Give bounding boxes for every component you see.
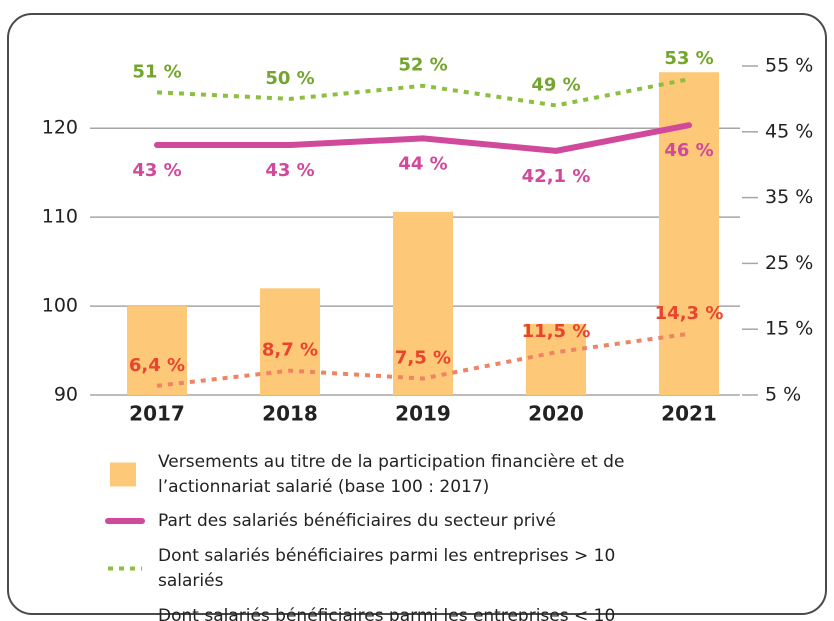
bar bbox=[260, 288, 320, 395]
data-label: 43 % bbox=[265, 160, 314, 181]
legend-swatch bbox=[110, 462, 136, 487]
x-tick-label: 2021 bbox=[661, 402, 717, 426]
legend-line: salariés bbox=[158, 571, 224, 591]
legend-label: Dont salariés bénéficiaires parmi les en… bbox=[158, 606, 615, 621]
x-tick-label: 2019 bbox=[395, 402, 451, 426]
bar bbox=[526, 323, 586, 395]
legend-label: Versements au titre de la participation … bbox=[158, 452, 624, 497]
y2-tick-label: 45 % bbox=[765, 120, 813, 142]
x-tick-label: 2017 bbox=[129, 402, 185, 426]
y2-tick-label: 15 % bbox=[765, 318, 813, 340]
line bbox=[156, 331, 690, 388]
data-label: 8,7 % bbox=[262, 340, 318, 361]
line bbox=[156, 77, 690, 108]
data-label: 6,4 % bbox=[129, 355, 185, 376]
legend-line: Dont salariés bénéficiaires parmi les en… bbox=[158, 606, 615, 621]
data-label: 42,1 % bbox=[522, 166, 591, 187]
legend-line: Dont salariés bénéficiaires parmi les en… bbox=[158, 546, 615, 566]
bar bbox=[393, 211, 453, 395]
data-label: 50 % bbox=[265, 68, 314, 89]
data-label: 14,3 % bbox=[655, 303, 724, 324]
y-tick-label: 120 bbox=[42, 117, 78, 139]
line bbox=[154, 122, 692, 154]
legend-label: Part des salariés bénéficiaires du secte… bbox=[158, 511, 556, 531]
data-label: 7,5 % bbox=[395, 348, 451, 369]
data-label: 11,5 % bbox=[522, 321, 591, 342]
x-tick-label: 2018 bbox=[262, 402, 318, 426]
legend-label: Dont salariés bénéficiaires parmi les en… bbox=[158, 546, 615, 591]
x-tick-label: 2020 bbox=[528, 402, 584, 426]
data-label: 51 % bbox=[132, 61, 181, 82]
y-tick-label: 110 bbox=[42, 206, 78, 228]
y2-tick-label: 25 % bbox=[765, 252, 813, 274]
y2-tick-label: 5 % bbox=[765, 384, 801, 406]
data-label: 49 % bbox=[531, 74, 580, 95]
bar bbox=[127, 306, 187, 395]
y2-tick-label: 55 % bbox=[765, 55, 813, 77]
data-label: 43 % bbox=[132, 160, 181, 181]
bar bbox=[659, 72, 719, 395]
data-label: 52 % bbox=[398, 55, 447, 76]
data-label: 53 % bbox=[664, 48, 713, 69]
legend-line: l’actionnariat salarié (base 100 : 2017) bbox=[158, 477, 489, 497]
y-tick-label: 90 bbox=[54, 384, 78, 406]
legend-line: Versements au titre de la participation … bbox=[158, 452, 624, 472]
y2-tick-label: 35 % bbox=[765, 186, 813, 208]
data-label: 44 % bbox=[398, 153, 447, 174]
y-tick-label: 100 bbox=[42, 295, 78, 317]
data-label: 46 % bbox=[664, 140, 713, 161]
